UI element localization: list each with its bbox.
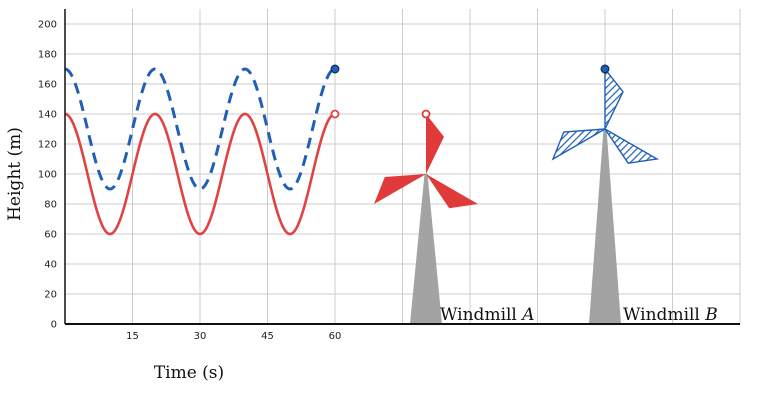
x-tick-label: 45 — [261, 331, 274, 342]
windmill-b-blade-3 — [604, 128, 660, 164]
series-line-1 — [64, 112, 336, 236]
y-tick-label: 120 — [38, 140, 57, 151]
height-curves — [64, 64, 340, 236]
y-tick-label: 180 — [38, 50, 57, 61]
windmill-a-blade-3 — [426, 174, 478, 209]
y-tick-label: 100 — [38, 170, 57, 181]
windmill-b-blade-1 — [604, 66, 624, 130]
x-tick-label: 15 — [126, 331, 139, 342]
x-axis-label: Time (s) — [154, 363, 224, 383]
windmill-tip-marker — [421, 109, 431, 119]
y-tick-label: 200 — [38, 20, 57, 31]
y-tick-label: 60 — [44, 230, 57, 241]
x-tick-label: 30 — [194, 331, 207, 342]
y-tick-label: 80 — [44, 200, 57, 211]
windmill-a-blade-2 — [374, 174, 426, 204]
grid — [65, 9, 741, 325]
windmill-blades — [374, 64, 660, 209]
windmill-a-blade-1 — [426, 114, 444, 174]
y-tick-label: 160 — [38, 80, 57, 91]
x-tick-label: 60 — [329, 331, 342, 342]
series-line-2 — [64, 67, 336, 191]
y-tick-label: 0 — [51, 320, 57, 331]
windmill-tip-marker — [600, 64, 610, 74]
tick-labels: 0 20 40 60 80 100 120 140 160 180 200 15 30 45 60 — [38, 20, 341, 343]
windmill-b-blade-2 — [551, 128, 606, 161]
windmill-towers — [410, 129, 621, 324]
windmill-tower-b — [589, 129, 621, 324]
series-endpoint — [330, 64, 340, 74]
windmill-tower-a — [410, 174, 442, 324]
y-axis-label: Height (m) — [5, 127, 25, 221]
windmill-a-label: Windmill A — [440, 305, 535, 325]
windmill-b-label: Windmill B — [623, 305, 718, 325]
axes — [64, 9, 740, 325]
series-endpoint — [330, 109, 340, 119]
y-tick-label: 20 — [44, 290, 57, 301]
y-tick-label: 140 — [38, 110, 57, 121]
y-tick-label: 40 — [44, 260, 57, 271]
